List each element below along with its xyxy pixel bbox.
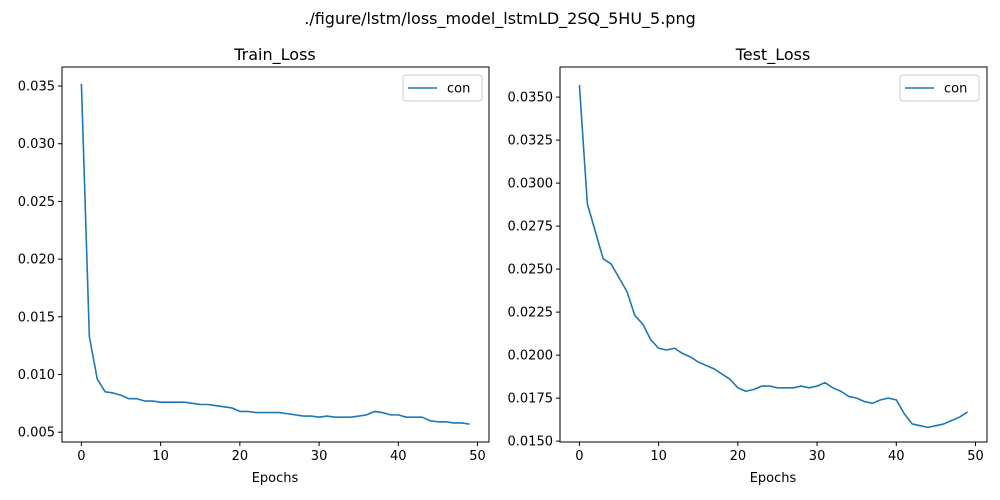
train-loss-legend-box <box>402 74 483 102</box>
test-loss-xtick-label: 30 <box>809 449 826 464</box>
train-loss-ytick-label: 0.010 <box>18 368 55 383</box>
train-loss-xtick-label: 0 <box>77 449 85 464</box>
train-loss-panel: Train_Loss 0 10 20 30 40 50 0.005 0.010 0.015 0.0… <box>18 45 490 486</box>
train-loss-xtick-label: 20 <box>232 449 249 464</box>
train-loss-xtick-label: 10 <box>152 449 169 464</box>
test-loss-xtick-label: 10 <box>650 449 667 464</box>
train-loss-legend-label: con <box>447 82 470 97</box>
test-loss-axes-frame <box>559 66 988 443</box>
test-loss-ytick-label: 0.0150 <box>508 435 554 450</box>
train-loss-con-line <box>80 83 470 425</box>
train-loss-ytick-label: 0.030 <box>18 137 55 152</box>
test-loss-ytick-label: 0.0300 <box>508 177 554 192</box>
test-loss-ytick-label: 0.0275 <box>508 220 554 235</box>
test-loss-xtick-label: 0 <box>575 449 583 464</box>
test-loss-xtick-label: 40 <box>888 449 905 464</box>
test-loss-xlabel: Epochs <box>750 471 797 486</box>
test-loss-con-line <box>578 85 969 429</box>
test-loss-panel: Test_Loss 0 10 20 30 40 500.01500.01750.02000… <box>508 45 988 486</box>
test-loss-title: Test_Loss <box>735 45 811 65</box>
test-loss-ytick-label: 0.0175 <box>508 392 554 407</box>
train-loss-ytick-label: 0.025 <box>18 195 55 210</box>
train-loss-title: Train_Loss <box>233 45 315 65</box>
test-loss-legend: con <box>899 74 980 102</box>
figure-title: ./figure/lstm/loss_model_lstmLD_2SQ_5HU_… <box>304 9 696 29</box>
test-loss-ytick-label: 0.0225 <box>508 306 554 321</box>
train-loss-ytick-label: 0.020 <box>18 253 55 268</box>
test-loss-ticks: 0 10 20 30 40 50 0.0150 0.0175 0.0200 0.0225 0.025… <box>508 91 984 464</box>
train-loss-ytick-label: 0.015 <box>18 310 55 325</box>
train-loss-ytick-label: 0.035 <box>18 80 55 95</box>
train-loss-ytick-label: 0.005 <box>18 426 55 441</box>
test-loss-xtick-label: 20 <box>730 449 747 464</box>
test-loss-ytick-label: 0.0200 <box>508 349 554 364</box>
train-loss-axes-frame <box>61 66 490 443</box>
test-loss-ytick-label: 0.0350 <box>508 91 554 106</box>
train-loss-xtick-label: 30 <box>311 449 328 464</box>
train-loss-xlabel: Epochs <box>252 471 299 486</box>
test-loss-xtick-label: 50 <box>967 449 984 464</box>
train-loss-xtick-label: 50 <box>469 449 486 464</box>
train-loss-ticks: 0 10 20 30 40 50 0.005 0.010 0.015 0.020 0.025 0.03… <box>18 80 486 464</box>
test-loss-legend-box <box>899 74 980 102</box>
train-loss-xtick-label: 40 <box>390 449 407 464</box>
test-loss-ytick-label: 0.0250 <box>508 263 554 278</box>
test-loss-ytick-label: 0.0325 <box>508 134 554 149</box>
test-loss-legend-label: con <box>944 82 967 97</box>
train-loss-legend: con <box>402 74 483 102</box>
